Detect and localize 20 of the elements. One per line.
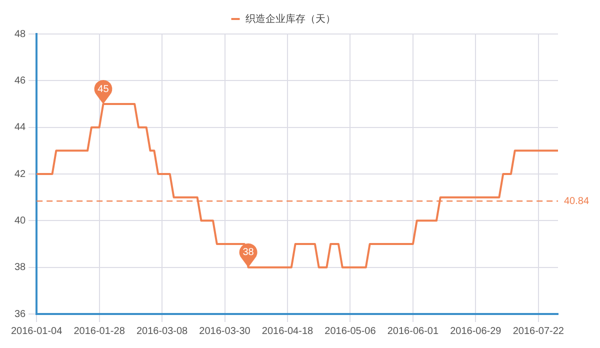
- x-tick-label: 2016-04-18: [262, 326, 314, 337]
- annotation: 45: [98, 84, 110, 95]
- y-tick-label: 48: [14, 28, 26, 40]
- x-tick-label: 2016-01-28: [74, 326, 126, 337]
- y-tick-label: 46: [14, 75, 26, 86]
- x-tick-label: 2016-03-30: [199, 326, 251, 337]
- x-tick-label: 2016-01-04: [11, 326, 63, 337]
- x-tick-label: 2016-06-29: [450, 326, 502, 337]
- x-tick-label: 2016-03-08: [136, 326, 188, 337]
- y-tick-label: 42: [14, 168, 26, 180]
- y-tick-label: 36: [14, 308, 26, 320]
- x-tick-label: 2016-05-06: [324, 326, 376, 337]
- x-tick-label: 2016-06-01: [387, 326, 439, 337]
- y-tick-label: 38: [14, 262, 26, 274]
- y-tick-label: 40: [14, 215, 26, 226]
- legend-label: 织造企业库存（天）: [246, 12, 336, 25]
- ref-line-label: 40.84: [564, 196, 590, 207]
- annotation: 38: [242, 247, 254, 258]
- x-tick-label: 2016-07-22: [512, 326, 564, 337]
- y-tick-label: 44: [14, 122, 26, 134]
